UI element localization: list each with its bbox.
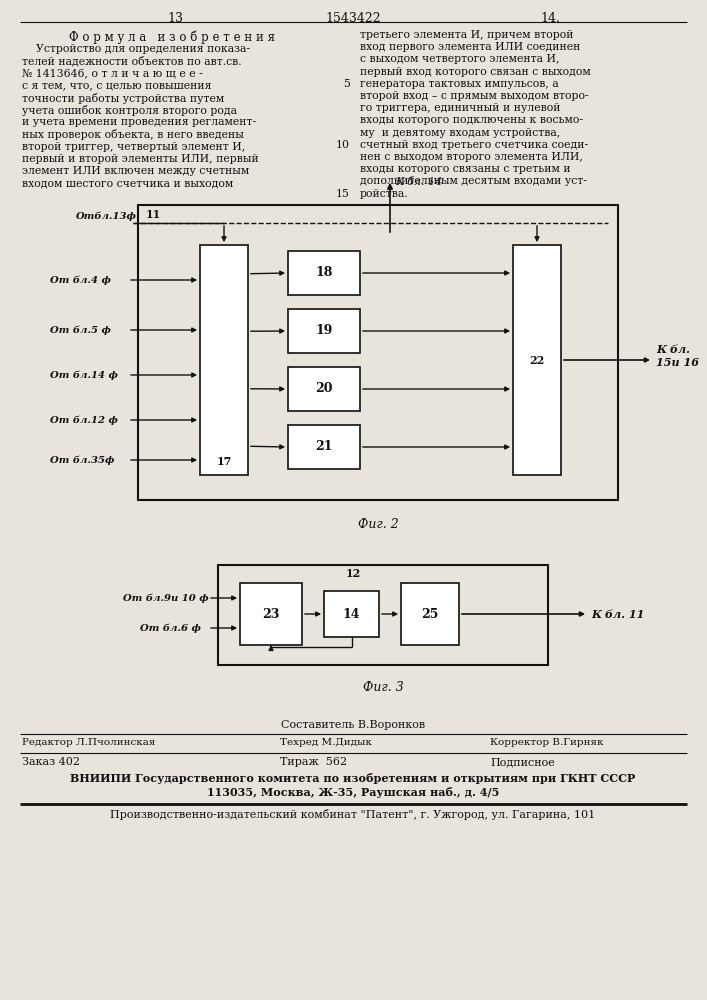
- Text: счетный вход третьего счетчика соеди-: счетный вход третьего счетчика соеди-: [360, 140, 588, 150]
- Text: Тираж  562: Тираж 562: [280, 757, 347, 767]
- Text: элемент ИЛИ включен между счетным: элемент ИЛИ включен между счетным: [22, 166, 250, 176]
- Text: Отбл.13ϕ: Отбл.13ϕ: [76, 212, 137, 221]
- Text: входом шестого счетчика и выходом: входом шестого счетчика и выходом: [22, 178, 233, 188]
- Text: 18: 18: [315, 266, 333, 279]
- Text: нен с выходом второго элемента ИЛИ,: нен с выходом второго элемента ИЛИ,: [360, 152, 583, 162]
- Text: Составитель В.Воронков: Составитель В.Воронков: [281, 720, 425, 730]
- Text: 22: 22: [530, 355, 544, 365]
- Text: вход первого элемента ИЛИ соединен: вход первого элемента ИЛИ соединен: [360, 42, 580, 52]
- Text: Техред М.Дидык: Техред М.Дидык: [280, 738, 372, 747]
- Text: От бл.9и 10 ϕ: От бл.9и 10 ϕ: [123, 593, 209, 603]
- Bar: [218, 565, 548, 665]
- Text: 17: 17: [216, 456, 232, 467]
- Text: учета ошибок контроля второго рода: учета ошибок контроля второго рода: [22, 105, 237, 116]
- Text: К бл.
15и 16: К бл. 15и 16: [656, 344, 699, 368]
- Text: с выходом четвертого элемента И,: с выходом четвертого элемента И,: [360, 54, 559, 64]
- Text: первый вход которого связан с выходом: первый вход которого связан с выходом: [360, 67, 591, 77]
- Text: второй триггер, четвертый элемент И,: второй триггер, четвертый элемент И,: [22, 142, 245, 152]
- Text: Фиг. 2: Фиг. 2: [358, 518, 398, 531]
- Text: 15: 15: [336, 189, 350, 199]
- Bar: [513, 245, 561, 475]
- Bar: [288, 367, 360, 411]
- Text: Подписное: Подписное: [490, 757, 555, 767]
- Text: точности работы устройства путем: точности работы устройства путем: [22, 93, 224, 104]
- Text: ных проверок объекта, в него введены: ных проверок объекта, в него введены: [22, 129, 244, 140]
- Text: 113035, Москва, Ж-35, Раушская наб., д. 4/5: 113035, Москва, Ж-35, Раушская наб., д. …: [207, 787, 499, 798]
- Text: 11: 11: [146, 209, 161, 220]
- Text: К бл. 14: К бл. 14: [395, 177, 443, 187]
- Bar: [288, 251, 360, 295]
- Text: Редактор Л.Пчолинская: Редактор Л.Пчолинская: [22, 738, 156, 747]
- Text: От бл.12 ϕ: От бл.12 ϕ: [50, 415, 118, 425]
- Bar: [288, 309, 360, 353]
- Text: 23: 23: [262, 607, 280, 620]
- Text: Фиг. 3: Фиг. 3: [363, 681, 404, 694]
- Text: № 1413646, о т л и ч а ю щ е е -: № 1413646, о т л и ч а ю щ е е -: [22, 68, 203, 78]
- Text: третьего элемента И, причем второй: третьего элемента И, причем второй: [360, 30, 573, 40]
- Text: Корректор В.Гирняк: Корректор В.Гирняк: [490, 738, 604, 747]
- Text: От бл.6 ϕ: От бл.6 ϕ: [140, 623, 201, 633]
- Text: 25: 25: [421, 607, 438, 620]
- Text: От бл.5 ϕ: От бл.5 ϕ: [50, 325, 111, 335]
- Text: Ф о р м у л а   и з о б р е т е н и я: Ф о р м у л а и з о б р е т е н и я: [69, 30, 275, 43]
- Text: с я тем, что, с целью повышения: с я тем, что, с целью повышения: [22, 81, 211, 91]
- Text: Заказ 402: Заказ 402: [22, 757, 80, 767]
- Text: 1543422: 1543422: [325, 12, 381, 25]
- Text: ройства.: ройства.: [360, 189, 409, 199]
- Text: го триггера, единичный и нулевой: го триггера, единичный и нулевой: [360, 103, 561, 113]
- Text: второй вход – с прямым выходом второ-: второй вход – с прямым выходом второ-: [360, 91, 589, 101]
- Text: 12: 12: [346, 568, 361, 579]
- Text: От бл.35ϕ: От бл.35ϕ: [50, 455, 115, 465]
- Text: первый и второй элементы ИЛИ, первый: первый и второй элементы ИЛИ, первый: [22, 154, 259, 164]
- Text: 19: 19: [315, 324, 333, 338]
- Text: ВНИИПИ Государственного комитета по изобретениям и открытиям при ГКНТ СССР: ВНИИПИ Государственного комитета по изоб…: [71, 773, 636, 784]
- Bar: [324, 591, 379, 637]
- Bar: [288, 425, 360, 469]
- Text: телей надежности объектов по авт.св.: телей надежности объектов по авт.св.: [22, 56, 242, 67]
- Text: 5: 5: [343, 79, 350, 89]
- Text: 14.: 14.: [540, 12, 560, 25]
- Text: му  и девятому входам устройства,: му и девятому входам устройства,: [360, 128, 560, 138]
- Text: От бл.4 ϕ: От бл.4 ϕ: [50, 275, 111, 285]
- Text: входы которого подключены к восьмо-: входы которого подключены к восьмо-: [360, 115, 583, 125]
- Text: 20: 20: [315, 382, 333, 395]
- Bar: [240, 583, 302, 645]
- Text: Производственно-издательский комбинат "Патент", г. Ужгород, ул. Гагарина, 101: Производственно-издательский комбинат "П…: [110, 809, 595, 820]
- Bar: [200, 245, 248, 475]
- Text: и учета времени проведения регламент-: и учета времени проведения регламент-: [22, 117, 256, 127]
- Text: 21: 21: [315, 440, 333, 454]
- Text: От бл.14 ϕ: От бл.14 ϕ: [50, 370, 118, 380]
- Text: 13: 13: [167, 12, 183, 25]
- Text: Устройство для определения показа-: Устройство для определения показа-: [22, 44, 250, 54]
- Text: 10: 10: [336, 140, 350, 150]
- Bar: [401, 583, 459, 645]
- Text: дополнительным десятым входами уст-: дополнительным десятым входами уст-: [360, 176, 587, 186]
- Text: генератора тактовых импульсов, а: генератора тактовых импульсов, а: [360, 79, 559, 89]
- Text: К бл. 11: К бл. 11: [591, 608, 644, 619]
- Text: 14: 14: [343, 607, 361, 620]
- Text: входы которого связаны с третьим и: входы которого связаны с третьим и: [360, 164, 571, 174]
- Bar: [138, 205, 618, 500]
